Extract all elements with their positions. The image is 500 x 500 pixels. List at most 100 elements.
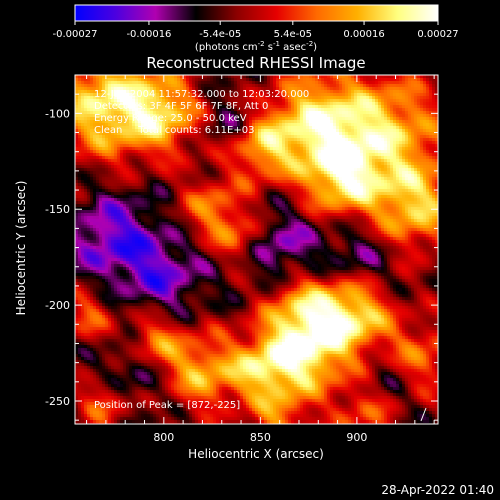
heatmap-cell bbox=[237, 150, 240, 153]
heatmap-cell bbox=[399, 144, 402, 147]
heatmap-cell bbox=[429, 105, 432, 108]
heatmap-cell bbox=[261, 105, 264, 108]
heatmap-cell bbox=[399, 81, 402, 84]
heatmap-cell bbox=[135, 105, 138, 108]
heatmap-cell bbox=[138, 195, 141, 198]
heatmap-cell bbox=[270, 135, 273, 138]
heatmap-cell bbox=[324, 132, 327, 135]
heatmap-cell bbox=[321, 165, 324, 168]
heatmap-cell bbox=[330, 93, 333, 96]
heatmap-cell bbox=[381, 99, 384, 102]
heatmap-cell bbox=[144, 111, 147, 114]
heatmap-cell bbox=[141, 96, 144, 99]
heatmap-cell bbox=[432, 120, 435, 123]
heatmap-cell bbox=[183, 78, 186, 81]
heatmap-cell bbox=[282, 162, 285, 165]
heatmap-cell bbox=[375, 189, 378, 192]
heatmap-cell bbox=[213, 192, 216, 195]
heatmap-cell bbox=[183, 99, 186, 102]
heatmap-cell bbox=[84, 159, 87, 162]
heatmap-cell bbox=[201, 156, 204, 159]
heatmap-cell bbox=[357, 96, 360, 99]
heatmap-cell bbox=[375, 90, 378, 93]
heatmap-cell bbox=[282, 123, 285, 126]
heatmap-cell bbox=[399, 156, 402, 159]
heatmap-cell bbox=[240, 147, 243, 150]
heatmap-cell bbox=[366, 180, 369, 183]
heatmap-cell bbox=[93, 111, 96, 114]
heatmap-cell bbox=[369, 150, 372, 153]
heatmap-cell bbox=[267, 141, 270, 144]
heatmap-cell bbox=[282, 159, 285, 162]
heatmap-cell bbox=[126, 102, 129, 105]
heatmap-cell bbox=[423, 132, 426, 135]
heatmap-cell bbox=[99, 81, 102, 84]
heatmap-cell bbox=[276, 171, 279, 174]
heatmap-cell bbox=[393, 84, 396, 87]
heatmap-cell bbox=[165, 171, 168, 174]
heatmap-cell bbox=[264, 135, 267, 138]
heatmap-cell bbox=[75, 111, 78, 114]
heatmap-cell bbox=[417, 189, 420, 192]
heatmap-cell bbox=[159, 141, 162, 144]
heatmap-cell bbox=[330, 153, 333, 156]
heatmap-cell bbox=[288, 75, 291, 78]
heatmap-cell bbox=[276, 159, 279, 162]
heatmap-cell bbox=[90, 153, 93, 156]
heatmap-cell bbox=[252, 84, 255, 87]
heatmap-cell bbox=[381, 102, 384, 105]
heatmap-cell bbox=[231, 156, 234, 159]
heatmap-cell bbox=[390, 150, 393, 153]
heatmap-cell bbox=[414, 147, 417, 150]
heatmap-cell bbox=[378, 120, 381, 123]
heatmap-cell bbox=[381, 78, 384, 81]
heatmap-cell bbox=[186, 162, 189, 165]
heatmap-cell bbox=[231, 177, 234, 180]
heatmap-cell bbox=[291, 156, 294, 159]
heatmap-cell bbox=[240, 186, 243, 189]
heatmap-cell bbox=[222, 147, 225, 150]
heatmap-cell bbox=[144, 174, 147, 177]
heatmap-cell bbox=[255, 123, 258, 126]
heatmap-cell bbox=[351, 183, 354, 186]
heatmap-cell bbox=[411, 150, 414, 153]
heatmap-cell bbox=[213, 171, 216, 174]
heatmap-cell bbox=[309, 144, 312, 147]
heatmap-cell bbox=[150, 84, 153, 87]
heatmap-cell bbox=[240, 105, 243, 108]
heatmap-cell bbox=[378, 180, 381, 183]
heatmap-cell bbox=[405, 75, 408, 78]
heatmap-cell bbox=[93, 120, 96, 123]
heatmap-cell bbox=[354, 96, 357, 99]
heatmap-cell bbox=[195, 105, 198, 108]
heatmap-cell bbox=[408, 114, 411, 117]
heatmap-cell bbox=[396, 135, 399, 138]
heatmap-cell bbox=[84, 123, 87, 126]
heatmap-cell bbox=[258, 150, 261, 153]
heatmap-cell bbox=[243, 117, 246, 120]
heatmap-cell bbox=[90, 96, 93, 99]
heatmap-cell bbox=[426, 180, 429, 183]
heatmap-cell bbox=[384, 189, 387, 192]
heatmap-cell bbox=[303, 96, 306, 99]
heatmap-cell bbox=[90, 129, 93, 132]
heatmap-cell bbox=[231, 78, 234, 81]
heatmap-cell bbox=[105, 177, 108, 180]
heatmap-cell bbox=[426, 168, 429, 171]
heatmap-cell bbox=[93, 180, 96, 183]
heatmap-cell bbox=[360, 111, 363, 114]
heatmap-cell bbox=[240, 159, 243, 162]
heatmap-cell bbox=[246, 183, 249, 186]
heatmap-cell bbox=[354, 132, 357, 135]
heatmap-cell bbox=[99, 162, 102, 165]
heatmap-cell bbox=[282, 180, 285, 183]
heatmap-cell bbox=[288, 183, 291, 186]
heatmap-cell bbox=[168, 93, 171, 96]
heatmap-cell bbox=[363, 135, 366, 138]
heatmap-cell bbox=[396, 105, 399, 108]
heatmap-cell bbox=[213, 102, 216, 105]
heatmap-cell bbox=[423, 84, 426, 87]
heatmap-cell bbox=[324, 99, 327, 102]
heatmap-cell bbox=[108, 93, 111, 96]
heatmap-cell bbox=[294, 153, 297, 156]
